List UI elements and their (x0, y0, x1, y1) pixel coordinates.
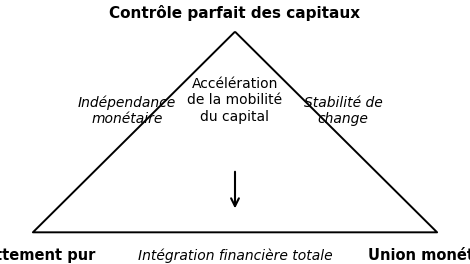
Text: Flottement pur: Flottement pur (0, 248, 95, 263)
Text: Contrôle parfait des capitaux: Contrôle parfait des capitaux (110, 5, 360, 21)
Text: Stabilité de
change: Stabilité de change (304, 96, 383, 126)
Text: Intégration financière totale: Intégration financière totale (138, 248, 332, 263)
Text: Union monétaire: Union monétaire (368, 248, 470, 263)
Text: Accélération
de la mobilité
du capital: Accélération de la mobilité du capital (188, 77, 282, 124)
Text: Indépendance
monétaire: Indépendance monétaire (78, 96, 176, 126)
